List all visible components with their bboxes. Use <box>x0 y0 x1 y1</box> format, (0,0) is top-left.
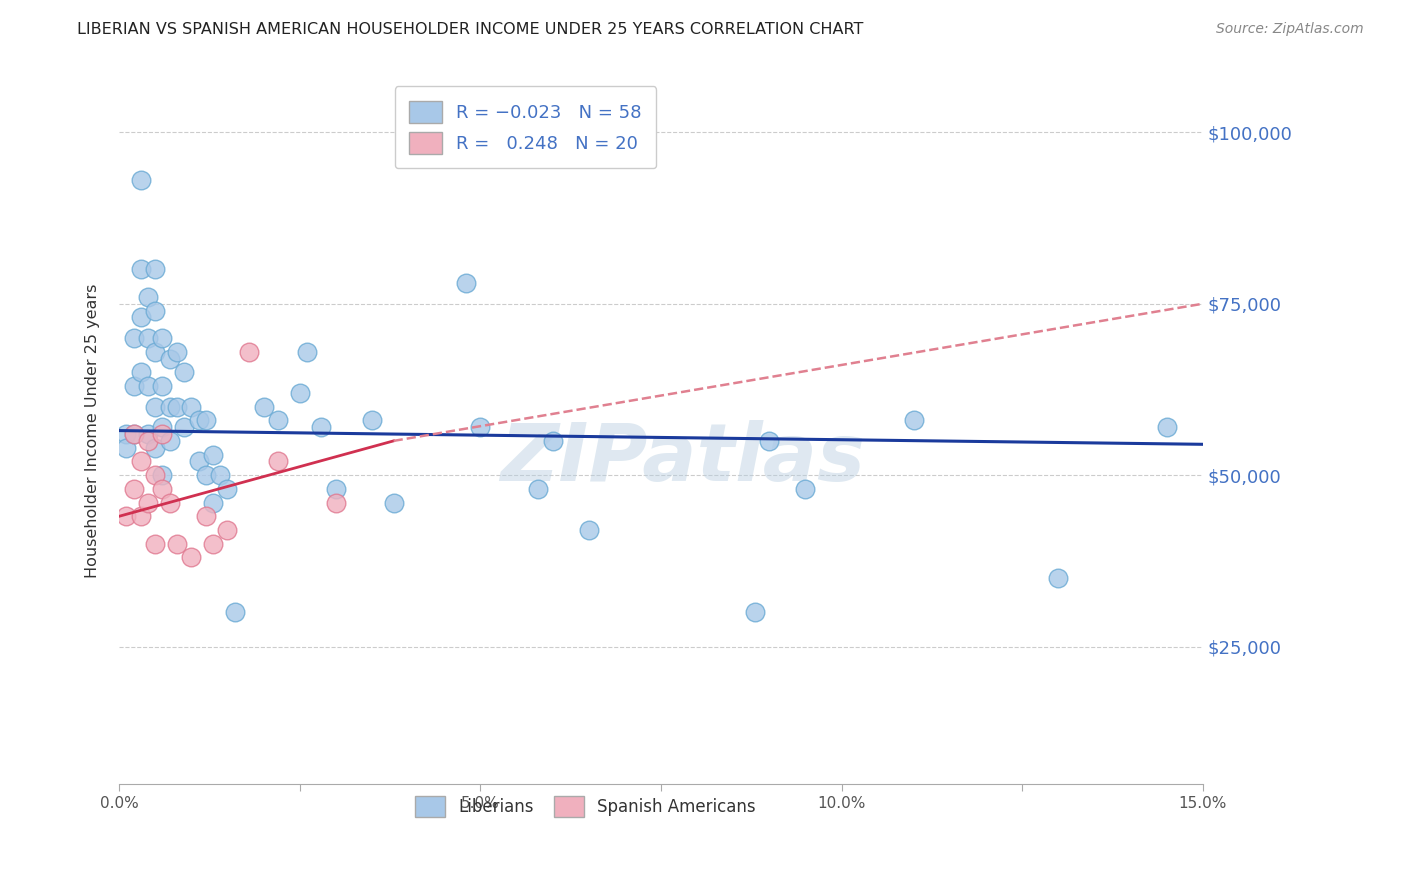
Point <box>201 495 224 509</box>
Point <box>311 420 333 434</box>
Point <box>136 427 159 442</box>
Point <box>187 454 209 468</box>
Text: LIBERIAN VS SPANISH AMERICAN HOUSEHOLDER INCOME UNDER 25 YEARS CORRELATION CHART: LIBERIAN VS SPANISH AMERICAN HOUSEHOLDER… <box>77 22 863 37</box>
Point <box>173 420 195 434</box>
Point <box>267 454 290 468</box>
Point <box>194 413 217 427</box>
Point <box>187 413 209 427</box>
Point <box>129 454 152 468</box>
Point <box>136 434 159 448</box>
Point <box>173 365 195 379</box>
Point <box>152 331 174 345</box>
Point <box>129 310 152 325</box>
Point <box>180 550 202 565</box>
Y-axis label: Householder Income Under 25 years: Householder Income Under 25 years <box>86 284 100 578</box>
Point <box>325 482 347 496</box>
Point <box>1156 420 1178 434</box>
Point <box>152 482 174 496</box>
Point <box>252 400 274 414</box>
Point <box>166 400 188 414</box>
Point <box>143 303 166 318</box>
Point <box>159 434 181 448</box>
Point <box>217 482 239 496</box>
Point <box>201 448 224 462</box>
Point <box>159 495 181 509</box>
Point <box>143 344 166 359</box>
Point <box>194 468 217 483</box>
Point <box>454 276 477 290</box>
Point <box>136 495 159 509</box>
Point <box>224 605 246 619</box>
Legend: Liberians, Spanish Americans: Liberians, Spanish Americans <box>406 788 763 825</box>
Point <box>744 605 766 619</box>
Point <box>152 420 174 434</box>
Point <box>180 400 202 414</box>
Point <box>217 523 239 537</box>
Point <box>152 427 174 442</box>
Point <box>122 379 145 393</box>
Point <box>361 413 384 427</box>
Point <box>129 173 152 187</box>
Point <box>136 379 159 393</box>
Point <box>794 482 817 496</box>
Point <box>143 400 166 414</box>
Point <box>527 482 550 496</box>
Point <box>541 434 564 448</box>
Point <box>152 379 174 393</box>
Point <box>122 427 145 442</box>
Point <box>122 427 145 442</box>
Point <box>143 537 166 551</box>
Point <box>382 495 405 509</box>
Point <box>136 331 159 345</box>
Point <box>470 420 492 434</box>
Point <box>288 385 311 400</box>
Point <box>115 441 138 455</box>
Text: ZIPatlas: ZIPatlas <box>501 420 865 498</box>
Point <box>201 537 224 551</box>
Point <box>136 290 159 304</box>
Point <box>143 441 166 455</box>
Point <box>159 400 181 414</box>
Point <box>129 509 152 524</box>
Point <box>325 495 347 509</box>
Point <box>129 365 152 379</box>
Point <box>115 427 138 442</box>
Point <box>903 413 925 427</box>
Point <box>143 262 166 277</box>
Point <box>159 351 181 366</box>
Point <box>152 468 174 483</box>
Text: Source: ZipAtlas.com: Source: ZipAtlas.com <box>1216 22 1364 37</box>
Point <box>267 413 290 427</box>
Point <box>209 468 232 483</box>
Point <box>238 344 260 359</box>
Point <box>166 344 188 359</box>
Point <box>122 482 145 496</box>
Point <box>115 509 138 524</box>
Point <box>122 331 145 345</box>
Point <box>1047 571 1070 585</box>
Point <box>295 344 318 359</box>
Point <box>129 262 152 277</box>
Point <box>578 523 600 537</box>
Point <box>143 468 166 483</box>
Point <box>194 509 217 524</box>
Point <box>166 537 188 551</box>
Point <box>758 434 780 448</box>
